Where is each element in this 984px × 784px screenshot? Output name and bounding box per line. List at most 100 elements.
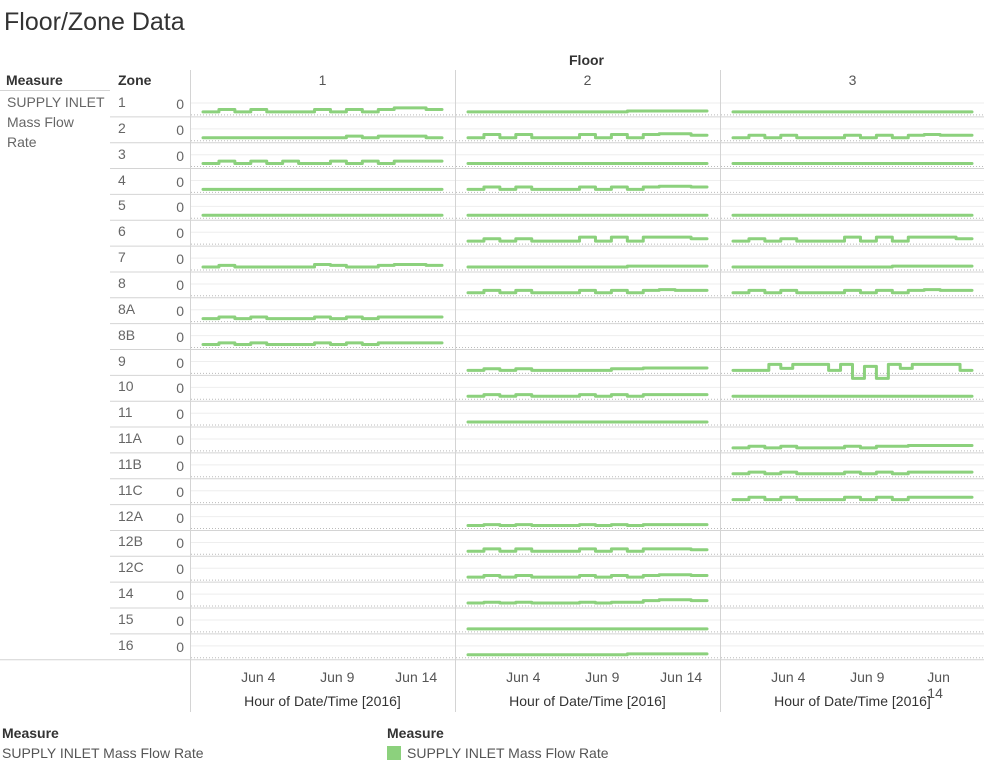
- y-tick-zero: 0: [176, 406, 184, 423]
- series-line-floor2-zone4: [466, 184, 709, 191]
- series-line-floor3-zone6: [731, 235, 974, 243]
- zone-label-11A: 11A: [118, 430, 142, 447]
- floor-header-3: 3: [848, 72, 857, 88]
- series-line-floor1-zone3: [201, 159, 444, 166]
- series-line-floor2-zone12B: [466, 547, 709, 553]
- series-line-floor2-zone10: [466, 393, 709, 398]
- measure-row-header: Measure: [6, 72, 63, 88]
- series-line-floor2-zone9: [466, 366, 709, 372]
- dashboard-title: Floor/Zone Data: [4, 8, 185, 36]
- measure-label: SUPPLY INLET Mass Flow Rate: [7, 92, 105, 152]
- legend-right-item[interactable]: SUPPLY INLET Mass Flow Rate: [407, 745, 609, 761]
- y-tick-zero: 0: [176, 509, 184, 526]
- series-line-floor3-zone11B: [731, 470, 974, 476]
- series-line-floor2-zone12C: [466, 573, 709, 579]
- measure-label-line: Rate: [7, 134, 37, 150]
- zone-label-8: 8: [118, 274, 126, 291]
- y-tick-zero: 0: [176, 613, 184, 629]
- floor-header-2: 2: [583, 72, 592, 88]
- y-tick-zero: 0: [176, 561, 184, 578]
- y-tick-zero: 0: [176, 638, 184, 655]
- zone-label-12C: 12C: [118, 559, 144, 576]
- zone-label-1: 1: [118, 94, 126, 110]
- x-tick-label: Jun 9: [850, 669, 885, 685]
- series-line-floor3-zone7: [731, 264, 974, 269]
- y-tick-zero: 0: [176, 96, 184, 112]
- legend-color-swatch: [387, 746, 401, 760]
- series-line-floor1-zone8B: [201, 341, 444, 346]
- zone-label-8B: 8B: [118, 326, 136, 343]
- zone-label-9: 9: [118, 352, 126, 369]
- floor-header-1: 1: [318, 72, 327, 88]
- y-tick-zero: 0: [176, 199, 184, 216]
- y-tick-zero: 0: [176, 251, 184, 268]
- series-line-floor1-zone2: [201, 134, 444, 140]
- zone-label-2: 2: [118, 119, 126, 136]
- y-tick-zero: 0: [176, 121, 184, 138]
- zone-label-3: 3: [118, 145, 126, 162]
- legend-left-title: Measure: [2, 725, 59, 741]
- zone-label-14: 14: [118, 585, 134, 602]
- series-line-floor3-zone9: [731, 362, 974, 380]
- y-tick-zero: 0: [176, 147, 184, 164]
- series-line-floor2-zone16: [466, 652, 709, 657]
- x-tick-label: Jun 14: [660, 669, 703, 685]
- series-line-floor3-zone11A: [731, 444, 974, 450]
- x-axis-title: Hour of Date/Time [2016]: [244, 693, 401, 709]
- zone-label-5: 5: [118, 197, 126, 214]
- x-tick-label: Jun 9: [585, 669, 620, 685]
- zone-label-10: 10: [118, 378, 134, 395]
- measure-label-line: SUPPLY INLET: [7, 94, 105, 110]
- series-line-floor1-zone7: [201, 263, 444, 269]
- zone-label-12B: 12B: [118, 533, 143, 550]
- x-tick-label: Jun 9: [320, 669, 355, 685]
- x-axis-title: Hour of Date/Time [2016]: [774, 693, 931, 709]
- zone-label-11: 11: [118, 404, 133, 421]
- y-tick-zero: 0: [176, 225, 184, 242]
- y-tick-zero: 0: [176, 483, 184, 500]
- floor-column-header: Floor: [569, 52, 604, 68]
- zone-row-header: Zone: [118, 72, 152, 88]
- series-line-floor3-zone11C: [731, 495, 974, 502]
- y-tick-zero: 0: [176, 457, 184, 474]
- series-line-floor1-zone8A: [201, 315, 444, 321]
- y-tick-zero: 0: [176, 173, 184, 190]
- zone-label-4: 4: [118, 171, 126, 188]
- x-tick-label: Jun 4: [771, 669, 806, 685]
- y-tick-zero: 0: [176, 354, 184, 371]
- zone-label-8A: 8A: [118, 300, 136, 317]
- y-tick-zero: 0: [176, 276, 184, 293]
- series-line-floor2-zone1: [466, 109, 709, 114]
- series-line-floor2-zone2: [466, 132, 709, 140]
- zone-label-11B: 11B: [118, 455, 142, 472]
- x-tick-label: Jun 4: [241, 669, 276, 685]
- y-tick-zero: 0: [176, 302, 184, 319]
- x-axis-title: Hour of Date/Time [2016]: [509, 693, 666, 709]
- series-line-floor2-zone8: [466, 288, 709, 295]
- y-tick-zero: 0: [176, 328, 184, 345]
- series-line-floor2-zone14: [466, 598, 709, 605]
- zone-label-11C: 11C: [118, 481, 143, 498]
- zone-label-7: 7: [118, 249, 126, 266]
- series-line-floor2-zone6: [466, 235, 709, 243]
- y-tick-zero: 0: [176, 587, 184, 604]
- legend-right-title: Measure: [387, 725, 444, 741]
- series-line-floor1-zone1: [201, 106, 444, 114]
- series-line-floor2-zone12A: [466, 523, 709, 527]
- measure-label-line: Mass Flow: [7, 114, 74, 130]
- zone-label-12A: 12A: [118, 507, 143, 524]
- zone-label-6: 6: [118, 223, 126, 240]
- y-tick-zero: 0: [176, 380, 184, 397]
- zone-label-16: 16: [118, 636, 134, 653]
- y-tick-zero: 0: [176, 535, 184, 552]
- series-line-floor3-zone2: [731, 133, 974, 140]
- x-tick-label: Jun 4: [506, 669, 541, 685]
- x-tick-label: Jun 14: [927, 669, 950, 701]
- y-tick-zero: 0: [176, 432, 184, 449]
- zone-label-15: 15: [118, 611, 134, 627]
- x-tick-label: Jun 14: [395, 669, 438, 685]
- series-line-floor3-zone8: [731, 288, 974, 295]
- series-line-floor2-zone7: [466, 264, 709, 269]
- legend-left-item: SUPPLY INLET Mass Flow Rate: [2, 745, 204, 761]
